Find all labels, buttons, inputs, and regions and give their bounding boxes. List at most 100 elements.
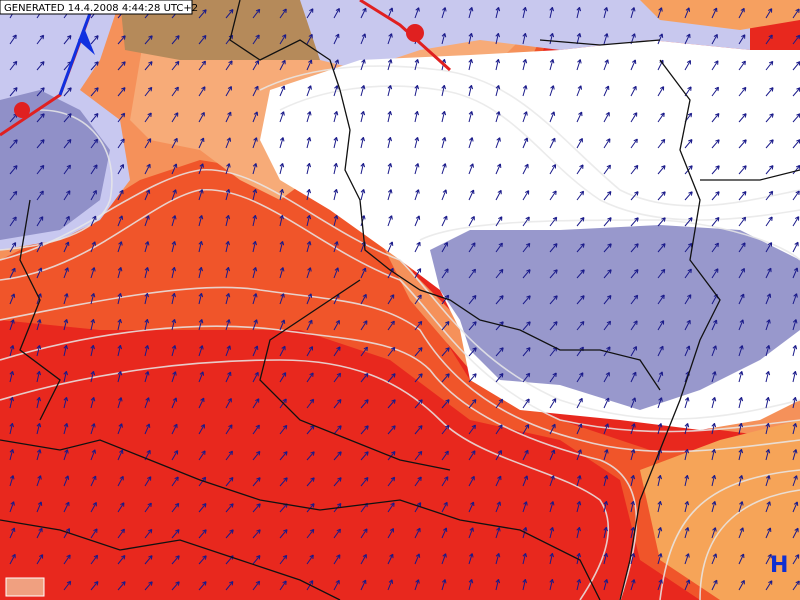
wind-arrow bbox=[522, 137, 529, 149]
wind-arrow bbox=[711, 216, 720, 227]
wind-arrow bbox=[711, 268, 719, 279]
wind-arrow bbox=[576, 501, 582, 513]
wind-arrow bbox=[63, 215, 70, 227]
wind-arrow bbox=[36, 216, 44, 227]
wind-arrow bbox=[468, 32, 474, 45]
wind-arrow bbox=[522, 449, 529, 461]
wind-arrow bbox=[63, 35, 72, 45]
wind-arrow bbox=[738, 396, 744, 409]
wind-arrow bbox=[441, 373, 450, 383]
border bbox=[0, 439, 601, 600]
wind-arrow bbox=[495, 527, 501, 539]
pressure-center-label: H bbox=[770, 553, 788, 578]
wind-arrow bbox=[603, 579, 609, 591]
wind-arrow bbox=[360, 189, 366, 201]
wind-arrow bbox=[576, 269, 585, 279]
wind-arrow bbox=[306, 554, 314, 565]
wind-arrow bbox=[36, 554, 44, 565]
wind-arrow bbox=[684, 448, 690, 461]
wind-arrow bbox=[252, 214, 257, 227]
wind-arrow bbox=[630, 7, 636, 19]
wind-arrow bbox=[738, 319, 745, 331]
wind-arrow bbox=[711, 60, 719, 71]
cool-area-east bbox=[430, 225, 800, 410]
wind-arrow bbox=[414, 136, 420, 149]
wind-arrow bbox=[171, 35, 180, 45]
wind-arrow bbox=[9, 422, 15, 435]
wind-arrow bbox=[63, 241, 70, 253]
wind-arrow bbox=[90, 581, 99, 591]
wind-arrow bbox=[360, 136, 365, 149]
wind-arrow bbox=[495, 111, 501, 123]
wind-arrow bbox=[630, 112, 638, 123]
wind-arrow bbox=[63, 554, 71, 565]
wind-arrow bbox=[171, 86, 179, 97]
wind-arrow bbox=[198, 60, 207, 71]
wind-arrow bbox=[414, 553, 421, 565]
wind-arrow bbox=[657, 553, 663, 565]
wind-arrow bbox=[63, 164, 71, 175]
wind-arrow bbox=[252, 163, 258, 175]
wind-arrow bbox=[36, 501, 43, 513]
wind-arrow bbox=[792, 319, 798, 331]
wind-arrow bbox=[549, 578, 555, 591]
wind-arrow bbox=[225, 60, 233, 71]
wind-arrow bbox=[657, 474, 663, 487]
wind-arrow bbox=[144, 189, 151, 201]
wind-arrow bbox=[576, 164, 584, 175]
wind-arrow bbox=[765, 501, 771, 513]
wind-arrow bbox=[36, 422, 42, 435]
wind-arrow bbox=[252, 529, 261, 539]
wind-arrow bbox=[9, 216, 17, 227]
wind-arrow bbox=[765, 87, 774, 97]
wind-arrow bbox=[387, 476, 396, 487]
wind-arrow bbox=[468, 111, 474, 123]
wind-arrow bbox=[441, 501, 448, 513]
wind-arrow bbox=[279, 293, 285, 305]
wind-arrow bbox=[279, 59, 286, 71]
wind-arrow bbox=[414, 399, 423, 409]
wind-arrow bbox=[198, 215, 204, 227]
wind-arrow bbox=[279, 240, 285, 253]
wind-arrow bbox=[171, 292, 177, 305]
wind-arrow bbox=[738, 293, 745, 305]
wind-arrow bbox=[387, 241, 394, 253]
wind-arrow bbox=[441, 450, 449, 461]
wind-arrow bbox=[198, 9, 207, 19]
wind-arrow bbox=[360, 579, 367, 591]
wind-arrow bbox=[711, 191, 720, 201]
legend-icon bbox=[5, 577, 45, 597]
wind-arrow bbox=[90, 164, 98, 175]
wind-arrow bbox=[387, 451, 396, 461]
wind-arrow bbox=[468, 242, 476, 253]
wind-arrow bbox=[252, 424, 260, 435]
wind-arrow bbox=[792, 216, 800, 227]
wind-arrow bbox=[306, 372, 314, 383]
wind-arrow bbox=[576, 397, 583, 409]
wind-arrow bbox=[441, 579, 447, 591]
wind-arrow bbox=[576, 295, 585, 305]
border bbox=[0, 519, 341, 600]
wind-arrow bbox=[603, 423, 609, 435]
wind-arrow bbox=[333, 215, 339, 227]
wind-arrow bbox=[603, 526, 608, 539]
wind-arrow bbox=[630, 269, 639, 279]
wind-arrow bbox=[630, 500, 635, 513]
wind-arrow bbox=[684, 345, 691, 357]
wind-arrow bbox=[468, 268, 477, 279]
isotherm bbox=[0, 286, 800, 453]
wind-arrow bbox=[90, 241, 96, 253]
wind-arrow bbox=[495, 373, 504, 383]
wind-arrow bbox=[144, 502, 152, 513]
wind-arrow bbox=[90, 215, 97, 227]
wind-arrow bbox=[279, 554, 288, 565]
wind-arrow bbox=[279, 372, 287, 383]
wind-arrow bbox=[468, 501, 475, 513]
wind-arrow bbox=[36, 344, 42, 357]
wind-arrow bbox=[333, 425, 342, 435]
wind-arrow bbox=[90, 528, 98, 539]
wind-arrow bbox=[738, 113, 747, 123]
wind-arrow bbox=[306, 451, 315, 461]
wind-arrow bbox=[63, 190, 71, 201]
wind-arrow bbox=[117, 215, 124, 227]
